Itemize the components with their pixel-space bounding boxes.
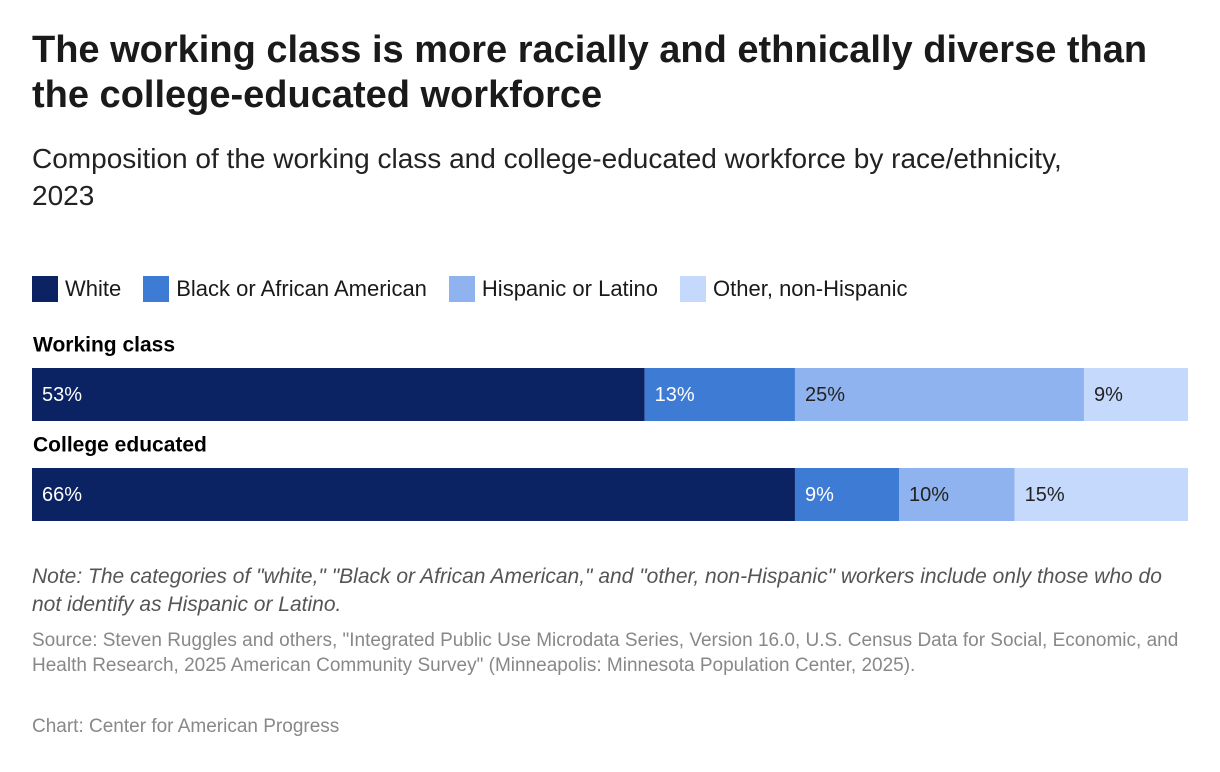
source: Source: Steven Ruggles and others, "Inte… — [32, 630, 1179, 676]
value-label: 13% — [655, 384, 695, 406]
legend-swatch — [448, 276, 475, 302]
legend-item: Hispanic or Latino — [448, 276, 659, 302]
value-label: 66% — [42, 484, 82, 506]
chart: Working class 53% 13% 25% 9% College educated… — [32, 334, 1188, 521]
chart-subtitle: Composition of the working class and col… — [32, 143, 1062, 211]
bar-segment — [644, 368, 795, 421]
category-label: Working class — [33, 334, 175, 357]
category-label: College educated — [33, 434, 207, 457]
value-label: 53% — [42, 384, 82, 406]
value-label: 15% — [1025, 484, 1065, 506]
bar-segment — [1083, 368, 1188, 421]
bar-segment — [1014, 468, 1188, 521]
value-label: 10% — [909, 484, 949, 506]
legend-swatch — [32, 276, 58, 302]
legend-label: Hispanic or Latino — [481, 276, 659, 301]
credit: Chart: Center for American Progress — [32, 716, 340, 737]
legend-swatch — [143, 276, 170, 302]
bar-segment — [899, 468, 1015, 521]
legend-swatch — [680, 276, 707, 302]
legend-label: Other, non-Hispanic — [713, 276, 908, 301]
legend-item: Black or African American — [143, 276, 427, 302]
legend-label: White — [65, 276, 122, 301]
bar-segment — [794, 468, 899, 521]
note: Note: The categories of "white," "Black … — [32, 565, 1162, 616]
value-label: 9% — [805, 484, 834, 506]
chart-title: The working class is more racially and e… — [32, 29, 1148, 116]
bar-segment — [794, 368, 1084, 421]
legend-item: Other, non-Hispanic — [680, 276, 907, 302]
bar-segment — [32, 368, 645, 421]
bar-segment — [32, 468, 795, 521]
legend-item: White — [32, 276, 121, 302]
legend: White Black or African American Hispanic o… — [32, 276, 907, 302]
legend-label: Black or African American — [176, 276, 427, 301]
value-label: 9% — [1094, 384, 1123, 406]
value-label: 25% — [805, 384, 845, 406]
